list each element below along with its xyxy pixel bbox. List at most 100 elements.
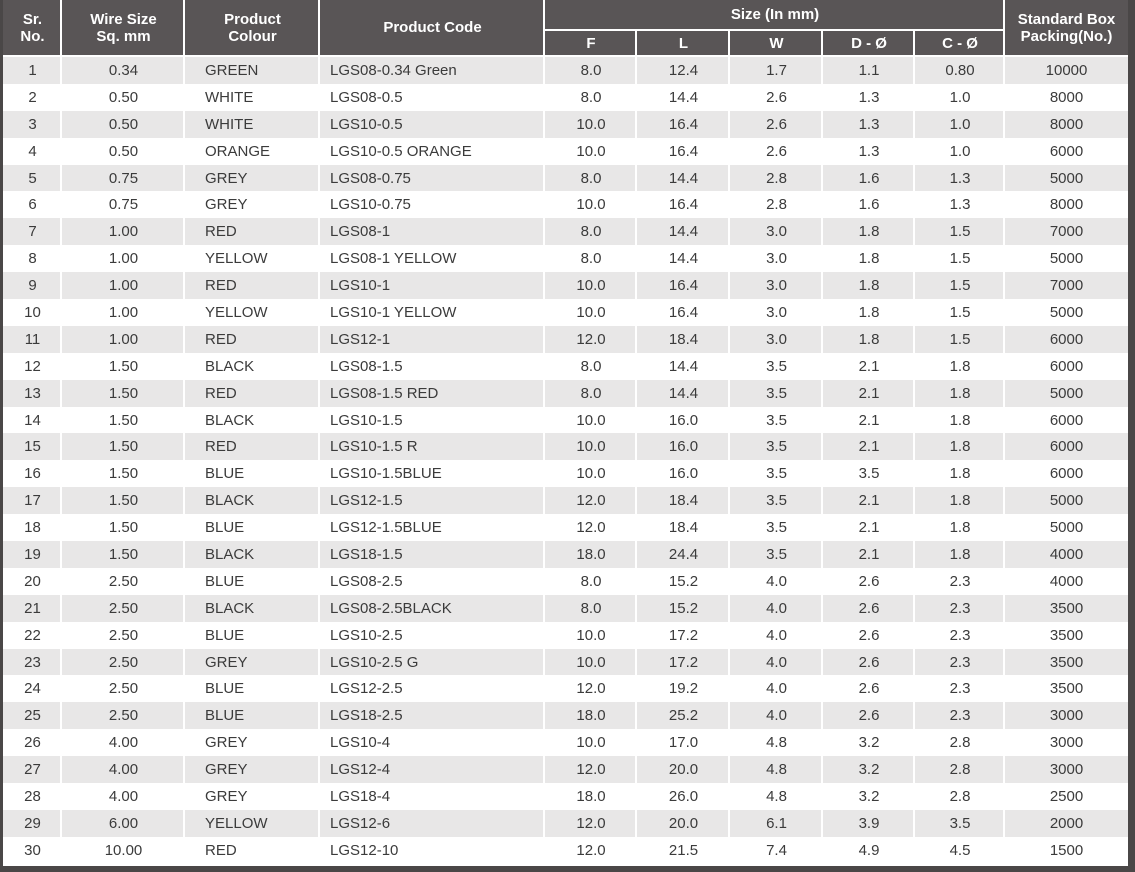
cell-size-d-dia: 1.8	[823, 245, 915, 273]
cell-size-c-dia: 2.3	[915, 702, 1005, 730]
cell-size-d-dia: 2.6	[823, 594, 915, 622]
cell-product-colour: YELLOW	[185, 299, 320, 326]
cell-size-c-dia: 1.5	[915, 299, 1005, 326]
cell-size-c-dia: 4.5	[915, 836, 1005, 864]
table-row: 10 1.00 YELLOW LGS10-1 YELLOW 10.0 16.4 …	[3, 299, 1128, 326]
cell-size-l: 14.4	[637, 83, 730, 111]
cell-sr-no: 15	[3, 433, 62, 461]
cell-size-l: 16.0	[637, 460, 730, 488]
cell-packing: 5000	[1005, 245, 1128, 273]
cell-size-w: 3.5	[730, 433, 823, 461]
cell-product-code: LGS10-1.5 R	[320, 433, 545, 461]
cell-wire-size: 2.50	[62, 594, 185, 622]
cell-size-f: 10.0	[545, 406, 637, 434]
cell-product-colour: WHITE	[185, 83, 320, 111]
cell-size-w: 3.5	[730, 406, 823, 434]
cell-size-l: 14.4	[637, 218, 730, 246]
cell-packing: 5000	[1005, 487, 1128, 515]
col-header-wire-size: Wire Size Sq. mm	[62, 0, 185, 57]
cell-packing: 3000	[1005, 729, 1128, 757]
cell-size-f: 10.0	[545, 191, 637, 219]
table-row: 6 0.75 GREY LGS10-0.75 10.0 16.4 2.8 1.6…	[3, 191, 1128, 219]
cell-size-w: 4.0	[730, 567, 823, 595]
cell-size-d-dia: 2.1	[823, 487, 915, 515]
cell-packing: 1500	[1005, 836, 1128, 864]
cell-wire-size: 4.00	[62, 729, 185, 757]
cell-size-w: 2.6	[730, 110, 823, 138]
cell-size-f: 10.0	[545, 729, 637, 757]
cell-size-c-dia: 1.8	[915, 406, 1005, 434]
cell-product-colour: BLUE	[185, 702, 320, 730]
cell-size-c-dia: 1.3	[915, 164, 1005, 192]
table-body: 1 0.34 GREEN LGS08-0.34 Green 8.0 12.4 1…	[3, 57, 1128, 864]
col-header-sr-no-line1: Sr.	[22, 10, 43, 28]
cell-size-l: 24.4	[637, 541, 730, 568]
cell-size-l: 21.5	[637, 836, 730, 864]
cell-product-code: LGS12-2.5	[320, 675, 545, 703]
cell-packing: 3500	[1005, 594, 1128, 622]
cell-wire-size: 1.50	[62, 352, 185, 380]
cell-product-code: LGS10-4	[320, 729, 545, 757]
col-header-product-code: Product Code	[320, 0, 545, 57]
cell-packing: 8000	[1005, 83, 1128, 111]
cell-packing: 2500	[1005, 783, 1128, 810]
cell-size-c-dia: 1.8	[915, 352, 1005, 380]
cell-size-f: 8.0	[545, 83, 637, 111]
cell-sr-no: 20	[3, 567, 62, 595]
cell-product-code: LGS12-1	[320, 325, 545, 353]
cell-sr-no: 14	[3, 406, 62, 434]
cell-size-f: 10.0	[545, 460, 637, 488]
cell-size-d-dia: 3.9	[823, 809, 915, 837]
cell-size-w: 4.8	[730, 783, 823, 810]
cell-packing: 6000	[1005, 460, 1128, 488]
cell-size-w: 4.8	[730, 729, 823, 757]
cell-size-l: 14.4	[637, 352, 730, 380]
cell-wire-size: 0.75	[62, 191, 185, 219]
cell-product-colour: BLUE	[185, 514, 320, 542]
cell-size-l: 18.4	[637, 487, 730, 515]
cell-sr-no: 11	[3, 325, 62, 353]
table-row: 8 1.00 YELLOW LGS08-1 YELLOW 8.0 14.4 3.…	[3, 245, 1128, 273]
cell-size-f: 8.0	[545, 245, 637, 273]
cell-size-d-dia: 1.3	[823, 137, 915, 165]
cell-size-d-dia: 3.5	[823, 460, 915, 488]
cell-product-colour: RED	[185, 325, 320, 353]
cell-size-d-dia: 1.6	[823, 191, 915, 219]
table-row: 11 1.00 RED LGS12-1 12.0 18.4 3.0 1.8 1.…	[3, 325, 1128, 353]
table-row: 5 0.75 GREY LGS08-0.75 8.0 14.4 2.8 1.6 …	[3, 164, 1128, 192]
table-row: 18 1.50 BLUE LGS12-1.5BLUE 12.0 18.4 3.5…	[3, 514, 1128, 542]
cell-size-f: 12.0	[545, 487, 637, 515]
cell-sr-no: 10	[3, 299, 62, 326]
table-row: 30 10.00 RED LGS12-10 12.0 21.5 7.4 4.9 …	[3, 836, 1128, 864]
cell-size-f: 10.0	[545, 137, 637, 165]
cell-wire-size: 1.00	[62, 325, 185, 353]
cell-size-c-dia: 2.3	[915, 621, 1005, 649]
cell-size-l: 16.4	[637, 137, 730, 165]
cell-size-l: 16.4	[637, 110, 730, 138]
cell-wire-size: 2.50	[62, 567, 185, 595]
cell-size-f: 12.0	[545, 836, 637, 864]
cell-wire-size: 0.75	[62, 164, 185, 192]
cell-product-colour: BLACK	[185, 541, 320, 568]
cell-product-colour: BLACK	[185, 352, 320, 380]
cell-size-w: 2.8	[730, 191, 823, 219]
cell-size-l: 16.4	[637, 299, 730, 326]
cell-product-colour: GREY	[185, 783, 320, 810]
cell-size-w: 4.0	[730, 594, 823, 622]
cell-packing: 6000	[1005, 137, 1128, 165]
cell-product-code: LGS10-0.5	[320, 110, 545, 138]
cell-size-f: 10.0	[545, 299, 637, 326]
cell-wire-size: 4.00	[62, 783, 185, 810]
cell-sr-no: 28	[3, 783, 62, 810]
cell-sr-no: 25	[3, 702, 62, 730]
cell-product-colour: BLACK	[185, 406, 320, 434]
cell-size-d-dia: 2.6	[823, 702, 915, 730]
cell-size-l: 26.0	[637, 783, 730, 810]
cell-packing: 3500	[1005, 648, 1128, 676]
cell-size-w: 3.5	[730, 379, 823, 407]
cell-size-l: 17.2	[637, 648, 730, 676]
cell-packing: 8000	[1005, 110, 1128, 138]
cell-size-c-dia: 1.3	[915, 191, 1005, 219]
table-row: 28 4.00 GREY LGS18-4 18.0 26.0 4.8 3.2 2…	[3, 783, 1128, 810]
col-header-product-colour-line2: Colour	[228, 27, 277, 45]
